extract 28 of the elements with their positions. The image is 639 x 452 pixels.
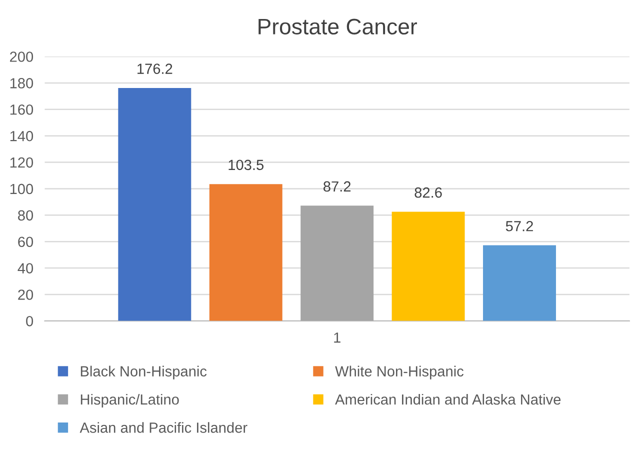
y-tick-label: 20 — [18, 290, 34, 300]
bar — [118, 88, 192, 321]
data-label: 82.6 — [414, 187, 442, 198]
data-label: 57.2 — [506, 220, 533, 232]
legend-label: Hispanic/Latino — [80, 394, 179, 408]
legend-label: Asian and Pacific Islander — [80, 422, 248, 433]
data-label: 176.2 — [138, 64, 172, 74]
legend-label: American Indian and Alaska Native — [335, 394, 561, 405]
bar — [483, 245, 556, 321]
y-tick-label: 0 — [26, 316, 34, 326]
bar — [209, 184, 282, 321]
y-tick-label: 100 — [10, 184, 34, 194]
legend-label: White Non-Hispanic — [335, 366, 464, 380]
y-tick-label: 140 — [10, 130, 34, 142]
y-tick-label: 160 — [10, 104, 34, 115]
legend-label: Black Non-Hispanic — [80, 366, 207, 380]
chart-title: Prostate Cancer — [258, 18, 417, 34]
bar — [392, 212, 465, 321]
y-tick-label: 180 — [10, 78, 34, 88]
y-tick-label: 40 — [18, 263, 34, 274]
x-tick-label: 1 — [334, 332, 340, 343]
data-label: 103.5 — [228, 160, 264, 170]
y-tick-label: 80 — [18, 210, 34, 221]
y-tick-label: 200 — [10, 52, 34, 62]
data-label: 87.2 — [324, 181, 351, 192]
bar — [300, 206, 374, 321]
y-tick-label: 120 — [10, 157, 34, 168]
y-tick-label: 60 — [18, 236, 34, 248]
